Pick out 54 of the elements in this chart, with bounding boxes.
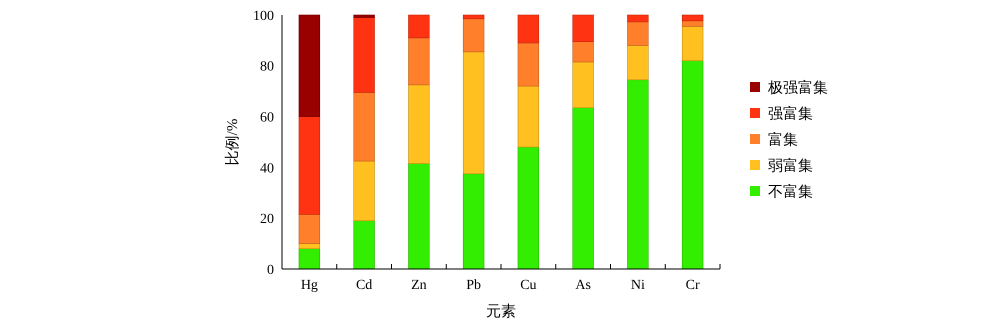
y-tick-label: 40 [260,161,274,176]
bar [518,42,540,86]
bar [462,18,484,52]
x-tick-label: Cu [520,278,537,293]
y-tick-label: 20 [260,212,274,228]
bar [572,14,594,42]
x-tick-label: Pb [466,278,482,293]
x-axis-title: 元素 [486,303,516,320]
bar [682,26,704,62]
bar [462,14,484,20]
bar [408,14,430,38]
x-tick-label: Ni [630,278,645,293]
bar [462,52,484,174]
y-tick-label: 100 [253,8,274,24]
legend-label: 弱富集 [768,157,813,174]
bar [627,14,649,22]
bar [298,248,320,270]
bar [462,173,484,270]
bar [682,20,704,27]
bar [572,62,594,108]
y-tick-label: 80 [260,60,274,75]
bar [353,220,375,270]
bar [353,17,375,93]
bar [518,86,540,148]
bar [298,116,320,215]
bar [627,45,649,80]
x-tick-label: Cr [686,278,700,293]
legend-label: 极强富集 [767,79,828,96]
bar [353,160,375,222]
bar [627,79,649,270]
bar [518,146,540,270]
legend-label: 不富集 [768,183,813,200]
x-tick-label: As [575,278,591,293]
x-tick-label: Hg [300,278,318,293]
bar [298,214,320,244]
legend-label: 富集 [768,131,798,148]
bar [682,60,704,270]
bar [572,41,594,62]
bar [408,163,430,270]
bar [518,14,540,44]
x-tick-label: Cd [356,278,372,293]
bar [572,107,594,270]
legend-label: 强富集 [768,105,813,122]
bar [353,14,375,18]
bar [682,14,704,22]
y-tick-label: 0 [267,262,274,278]
bar [627,22,649,46]
bar [353,92,375,162]
bar [408,38,430,86]
x-tick-label: Zn [411,278,427,293]
bar [298,14,320,117]
y-axis-title: 比例/% [224,118,241,166]
y-tick-label: 60 [260,110,274,126]
bar [408,84,430,164]
